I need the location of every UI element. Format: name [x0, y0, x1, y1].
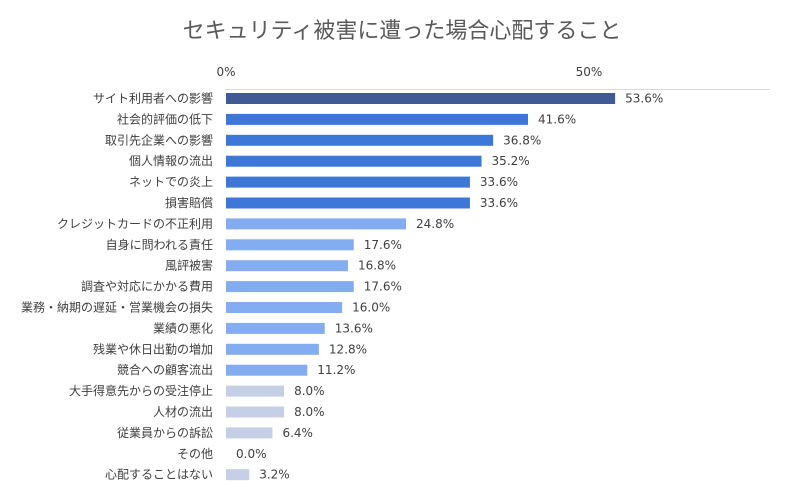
data-label: 53.6%	[625, 92, 663, 106]
x-axis-ticks: 0% 50%	[216, 65, 602, 79]
data-label: 24.8%	[416, 217, 454, 231]
category-label: 業務・納期の遅延・営業機会の損失	[21, 300, 213, 315]
category-label: その他	[177, 447, 213, 461]
category-label: 業績の悪化	[153, 321, 213, 335]
category-label: 個人情報の流出	[129, 154, 213, 168]
bar	[226, 218, 407, 230]
bar	[226, 93, 616, 104]
data-label: 8.0%	[294, 384, 325, 398]
bar	[226, 322, 325, 334]
bar	[226, 176, 470, 188]
data-label: 33.6%	[480, 196, 518, 210]
data-label: 36.8%	[503, 133, 541, 147]
data-label: 16.8%	[358, 259, 396, 273]
data-label: 12.8%	[329, 342, 367, 356]
data-label: 16.0%	[352, 301, 390, 315]
bar	[226, 469, 250, 481]
data-label: 13.6%	[335, 321, 373, 335]
x-tick-label: 50%	[576, 65, 603, 79]
category-label: 競合への顧客流出	[117, 362, 213, 377]
bar	[226, 406, 285, 418]
bar	[226, 155, 482, 167]
bar	[226, 364, 308, 376]
bar	[226, 343, 319, 355]
category-label: サイト利用者への影響	[93, 91, 213, 106]
bar	[226, 239, 354, 251]
data-label: 17.6%	[364, 280, 402, 294]
data-label: 41.6%	[538, 112, 576, 126]
data-label: 3.2%	[259, 468, 290, 482]
bar	[226, 134, 494, 146]
bar	[226, 302, 343, 313]
category-label: 人材の流出	[153, 405, 213, 419]
bar	[226, 197, 470, 209]
category-label: 社会的評価の低下	[117, 111, 213, 126]
category-label: 従業員からの訴訟	[117, 425, 213, 440]
category-labels: サイト利用者への影響社会的評価の低下取引先企業への影響個人情報の流出ネットでの炎…	[21, 91, 213, 482]
bar	[226, 113, 529, 125]
category-label: 調査や対応にかかる費用	[81, 279, 213, 294]
data-labels: 53.6% 41.6% 36.8% 35.2% 33.6% 33.6% 24.8% 17.6%…	[236, 92, 663, 482]
bar	[226, 385, 285, 397]
bars	[226, 93, 616, 481]
category-label: 損害賠償	[165, 195, 213, 210]
category-label: クレジットカードの不正利用	[57, 217, 213, 231]
bar	[226, 260, 348, 272]
chart-title: セキュリティ被害に遭った場合心配すること	[183, 19, 622, 44]
x-tick-label: 0%	[216, 65, 235, 79]
data-label: 17.6%	[364, 238, 402, 252]
data-label: 0.0%	[236, 447, 267, 461]
category-label: ネットでの炎上	[129, 175, 213, 189]
bar	[226, 281, 354, 293]
data-label: 11.2%	[317, 363, 355, 377]
category-label: 残業や休日出勤の増加	[93, 342, 213, 356]
category-label: 風評被害	[165, 258, 213, 273]
data-label: 33.6%	[480, 175, 518, 189]
bar	[226, 427, 273, 439]
data-label: 8.0%	[294, 405, 325, 419]
category-label: 大手得意先からの受注停止	[69, 383, 213, 398]
category-label: 心配することはない	[105, 468, 213, 482]
data-label: 35.2%	[492, 154, 530, 168]
data-label: 6.4%	[282, 426, 313, 440]
category-label: 取引先企業への影響	[105, 132, 213, 147]
category-label: 自身に問われる責任	[106, 237, 213, 252]
